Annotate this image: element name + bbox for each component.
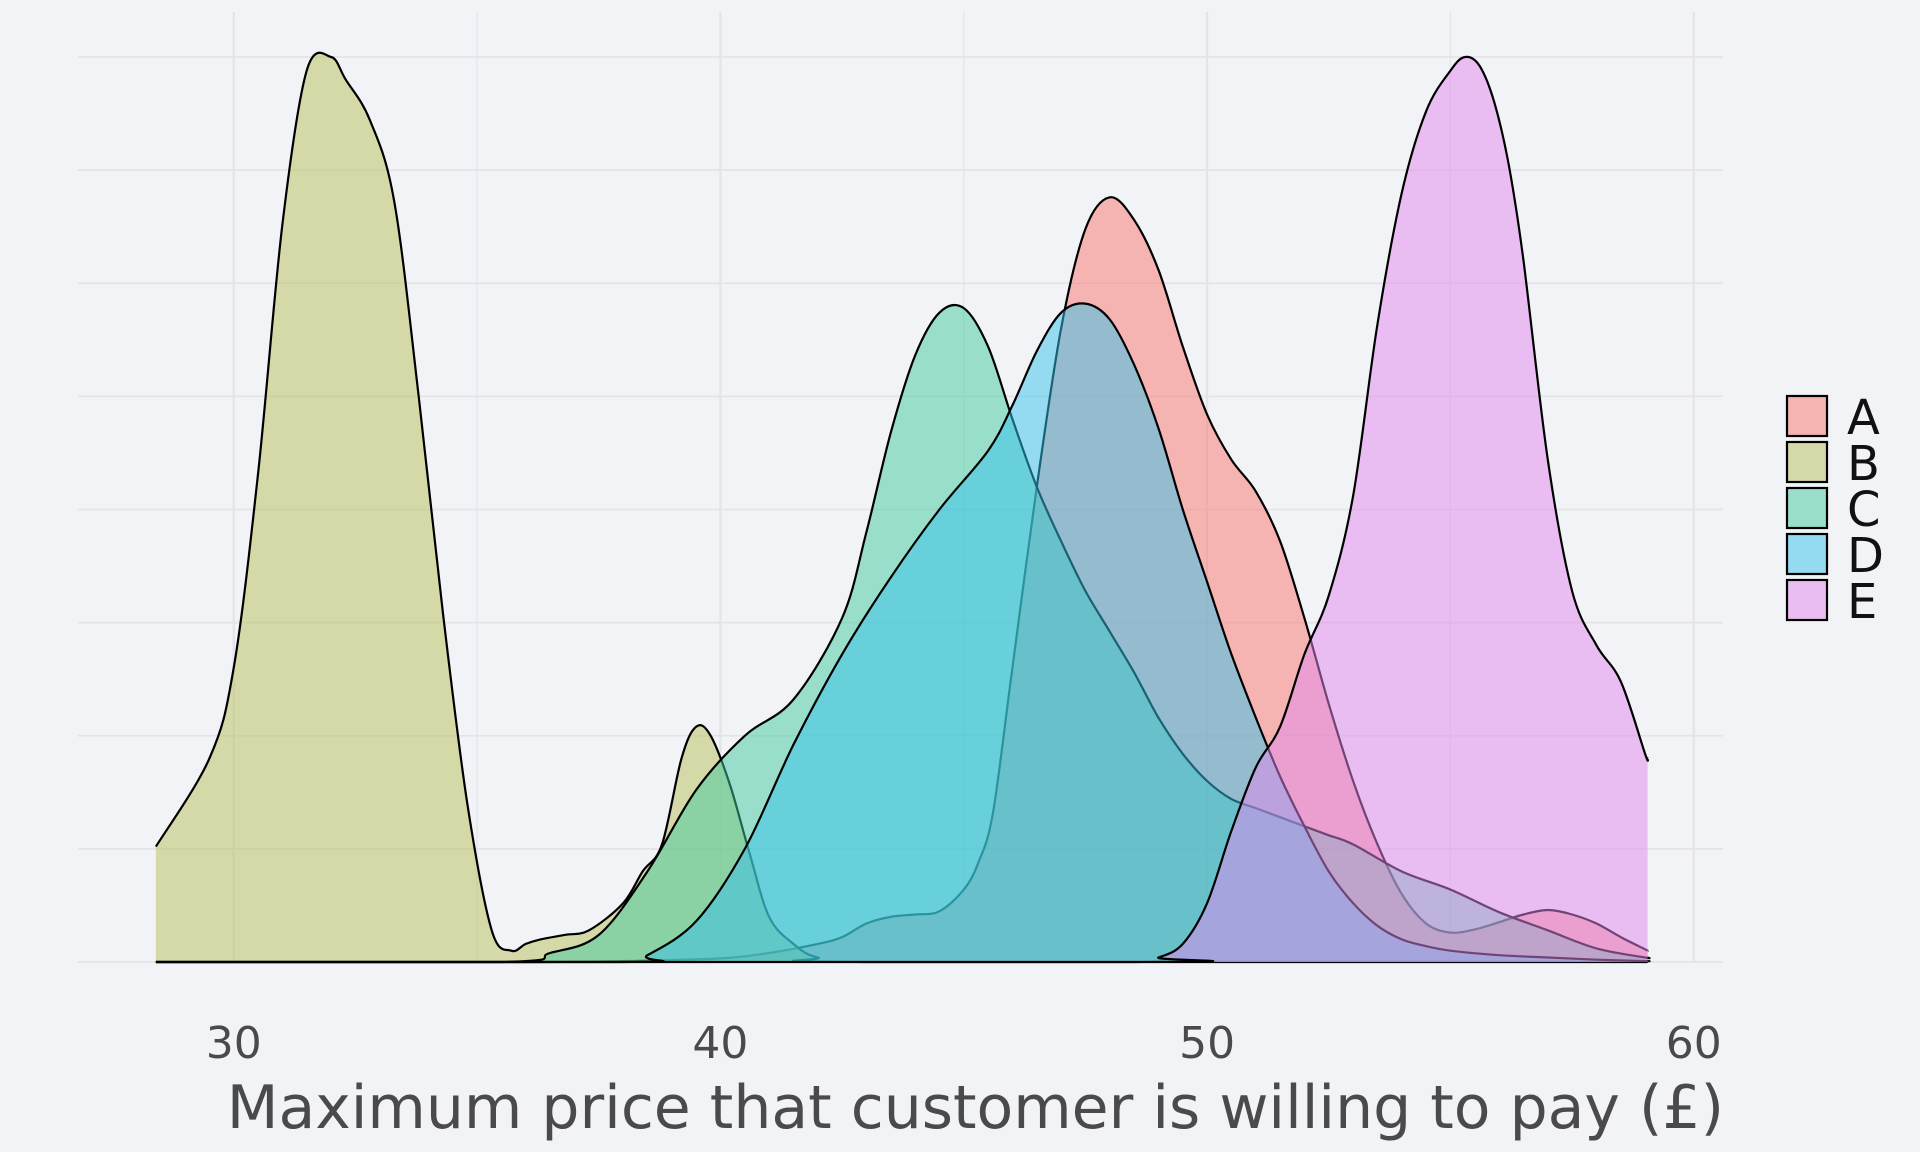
legend-key-c	[1785, 486, 1829, 530]
legend-label-a: A	[1847, 390, 1880, 446]
legend-label-e: E	[1847, 574, 1877, 630]
density-area-b	[155, 52, 1648, 962]
x-tick-label: 60	[1666, 1018, 1722, 1069]
density-areas	[154, 51, 1651, 964]
legend-key-e	[1785, 578, 1829, 622]
legend-label-c: C	[1847, 482, 1881, 538]
x-tick-label: 50	[1179, 1018, 1235, 1069]
x-axis-title: Maximum price that customer is willing t…	[227, 1073, 1724, 1143]
density-area-e	[155, 56, 1648, 962]
x-axis: 30 40 50 60	[206, 1018, 1722, 1069]
density-line-e	[155, 55, 1649, 964]
x-tick-label: 40	[692, 1018, 748, 1069]
legend-label-b: B	[1847, 436, 1880, 492]
legend-key-a	[1785, 394, 1829, 438]
x-tick-label: 30	[206, 1018, 262, 1069]
legend-key-d	[1785, 532, 1829, 576]
legend-label-d: D	[1847, 528, 1884, 584]
legend-key-b	[1785, 440, 1829, 484]
